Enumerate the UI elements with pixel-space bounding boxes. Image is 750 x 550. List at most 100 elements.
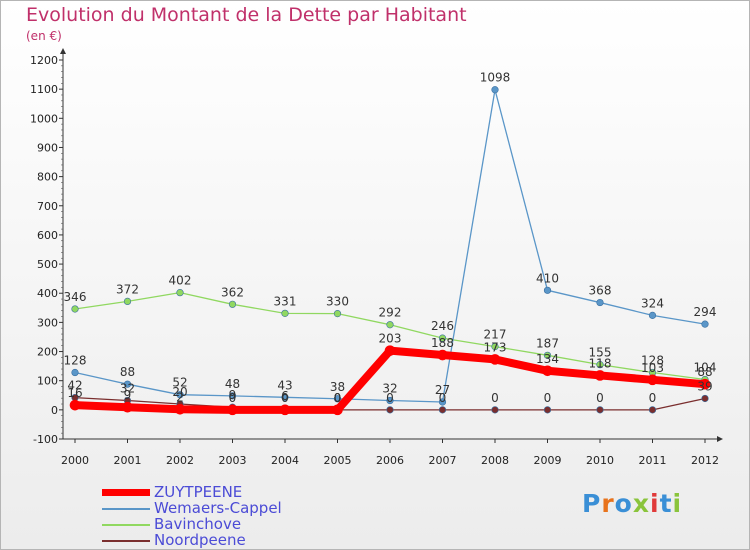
- x-tick-label: 2001: [114, 454, 142, 467]
- data-label: 187: [536, 336, 559, 350]
- data-point: [386, 321, 394, 329]
- x-tick-label: 2007: [429, 454, 457, 467]
- data-label: 0: [334, 391, 342, 405]
- data-point: [491, 406, 499, 414]
- data-label: 43: [277, 378, 292, 392]
- data-label: 173: [484, 340, 507, 354]
- data-label: 128: [64, 354, 87, 368]
- data-point: [279, 404, 291, 416]
- data-point: [228, 300, 237, 308]
- data-label: 294: [694, 305, 717, 319]
- x-tick-label: 2011: [639, 454, 667, 467]
- data-label: 362: [221, 285, 244, 299]
- data-label: 6: [281, 389, 289, 403]
- data-label: 188: [431, 336, 454, 350]
- x-tick-label: 2005: [324, 454, 352, 467]
- y-tick-label: 600: [37, 229, 58, 242]
- x-tick-label: 2009: [534, 454, 562, 467]
- proxiti-logo: Proxiti: [582, 489, 682, 518]
- logo-letter: o: [614, 489, 633, 518]
- data-label: 346: [64, 290, 87, 304]
- y-tick-label: 500: [37, 258, 58, 271]
- x-tick-label: 2008: [481, 454, 509, 467]
- logo-letter: t: [659, 489, 673, 518]
- data-label: 0: [386, 391, 394, 405]
- data-label: 48: [225, 377, 240, 391]
- y-tick-label: 1100: [30, 83, 58, 96]
- data-label: 2: [176, 390, 184, 404]
- data-label: 0: [544, 391, 552, 405]
- x-tick-label: 2012: [691, 454, 719, 467]
- data-point: [438, 334, 447, 342]
- data-label: 52: [172, 376, 187, 390]
- data-point: [384, 345, 396, 356]
- data-label: 9: [124, 388, 132, 402]
- data-label: 42: [67, 379, 82, 393]
- data-label: 1098: [480, 71, 511, 85]
- data-label: 88: [120, 365, 135, 379]
- legend-swatch: [102, 524, 150, 526]
- y-tick-label: -100: [33, 433, 58, 446]
- data-label: 38: [330, 380, 345, 394]
- data-label: 20: [172, 385, 187, 399]
- data-label: 103: [641, 361, 664, 375]
- data-label: 372: [116, 282, 139, 296]
- x-tick-label: 2004: [271, 454, 299, 467]
- data-point: [491, 342, 499, 351]
- legend-swatch: [102, 489, 150, 496]
- data-label: 32: [382, 382, 397, 396]
- data-point: [122, 401, 133, 413]
- data-label: 368: [589, 284, 612, 298]
- data-point: [228, 392, 237, 400]
- data-point: [333, 395, 342, 403]
- logo-letter: r: [601, 489, 615, 518]
- data-label: 0: [491, 391, 499, 405]
- data-label: 330: [326, 295, 349, 309]
- data-point: [281, 393, 289, 401]
- data-point: [701, 394, 709, 403]
- data-point: [596, 298, 604, 307]
- data-point: [542, 365, 553, 377]
- legend-label: Noordpeene: [154, 531, 246, 549]
- data-point: [71, 368, 79, 377]
- legend-label: Bavinchove: [154, 515, 242, 533]
- data-label: 104: [694, 361, 717, 375]
- data-point: [648, 406, 657, 414]
- chart-title: Evolution du Montant de la Dette par Hab…: [26, 4, 467, 26]
- data-point: [227, 404, 238, 416]
- y-tick-label: 0: [51, 404, 58, 417]
- y-tick-label: 700: [37, 200, 58, 213]
- data-label: 0: [649, 391, 657, 405]
- y-tick-label: 1200: [30, 54, 58, 67]
- data-label: 118: [589, 356, 612, 370]
- legend-swatch: [102, 540, 150, 542]
- data-label: 0: [281, 391, 289, 405]
- data-label: 331: [274, 294, 297, 308]
- legend-label: ZUYTPEENE: [154, 483, 243, 501]
- data-label: 0: [596, 391, 604, 405]
- x-axis-arrow: [717, 436, 723, 442]
- data-point: [543, 286, 552, 294]
- legend-swatch: [102, 508, 150, 510]
- data-label: 217: [484, 328, 507, 342]
- data-label: 16: [67, 386, 82, 400]
- data-point: [647, 374, 658, 386]
- logo-letter: x: [632, 489, 650, 518]
- y-tick-label: 300: [37, 316, 58, 329]
- data-point: [437, 349, 448, 361]
- logo-letter: i: [650, 489, 660, 518]
- data-point: [174, 403, 186, 415]
- data-point: [333, 310, 342, 318]
- data-point: [123, 380, 132, 388]
- x-tick-label: 2010: [586, 454, 614, 467]
- data-label: 27: [435, 383, 450, 397]
- data-point: [543, 351, 552, 359]
- data-point: [281, 309, 289, 317]
- data-point: [489, 354, 501, 365]
- data-label: 203: [379, 332, 402, 346]
- x-tick-label: 2000: [61, 454, 89, 467]
- data-label: 410: [536, 271, 559, 285]
- data-label: 88: [697, 365, 712, 379]
- y-tick-label: 400: [37, 287, 58, 300]
